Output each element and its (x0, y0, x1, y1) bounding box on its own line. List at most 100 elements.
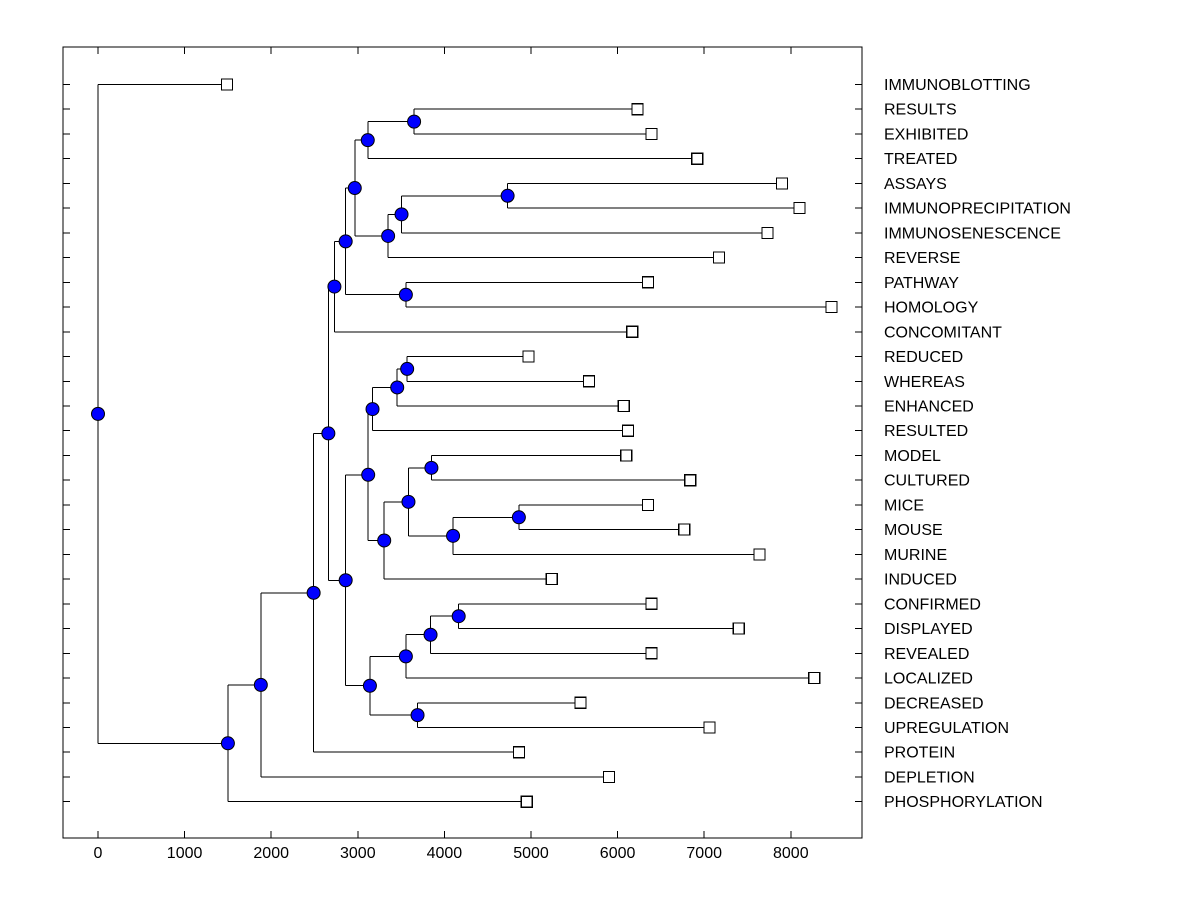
leaf-label: CULTURED (884, 473, 970, 490)
internal-node-marker[interactable] (394, 207, 409, 222)
leaf-label: CONCOMITANT (884, 324, 1002, 341)
internal-node-marker[interactable] (451, 609, 466, 624)
leaf-label: PROTEIN (884, 745, 955, 762)
internal-node-marker[interactable] (407, 114, 422, 129)
leaf-marker[interactable] (602, 770, 616, 784)
leaf-marker[interactable] (574, 696, 587, 709)
leaf-label: UPREGULATION (884, 720, 1009, 737)
leaf-marker[interactable] (703, 721, 716, 734)
x-axis-tick-label: 1000 (167, 845, 203, 862)
leaf-marker[interactable] (545, 572, 558, 586)
leaf-marker[interactable] (621, 424, 635, 437)
leaf-label: MURINE (884, 547, 947, 564)
internal-node-marker[interactable] (381, 228, 396, 243)
leaf-marker[interactable] (645, 647, 658, 660)
leaf-label: REVERSE (884, 250, 960, 267)
internal-node-marker[interactable] (338, 573, 353, 588)
leaf-label: ENHANCED (884, 398, 974, 415)
leaf-label: REDUCED (884, 349, 963, 366)
leaf-marker[interactable] (808, 671, 821, 685)
x-axis-tick-label: 6000 (600, 845, 636, 862)
leaf-label: REVEALED (884, 646, 969, 663)
internal-node-marker[interactable] (365, 402, 380, 417)
internal-node-marker[interactable] (220, 736, 235, 751)
leaf-label: MODEL (884, 448, 941, 465)
internal-node-marker[interactable] (377, 533, 392, 548)
leaf-label: PATHWAY (884, 275, 959, 292)
leaf-label: EXHIBITED (884, 126, 968, 143)
leaf-label: PHOSPHORYLATION (884, 794, 1043, 811)
leaf-marker[interactable] (645, 597, 658, 610)
leaf-label: DECREASED (884, 695, 984, 712)
internal-node-marker[interactable] (306, 585, 321, 600)
internal-node-marker[interactable] (253, 677, 268, 692)
leaf-marker[interactable] (732, 622, 745, 635)
internal-node-marker[interactable] (423, 627, 438, 642)
leaf-marker[interactable] (582, 375, 596, 388)
x-axis-tick-label: 2000 (253, 845, 289, 862)
leaf-marker[interactable] (641, 276, 655, 289)
leaf-label: DEPLETION (884, 769, 975, 786)
leaf-marker[interactable] (825, 300, 838, 314)
leaf-label: CONFIRMED (884, 596, 981, 613)
internal-node-marker[interactable] (424, 460, 439, 475)
leaf-label: INDUCED (884, 572, 957, 589)
internal-node-marker[interactable] (446, 528, 461, 543)
leaf-marker[interactable] (641, 498, 655, 512)
leaf-marker[interactable] (753, 548, 766, 561)
internal-node-marker[interactable] (398, 287, 413, 302)
internal-node-marker[interactable] (511, 510, 526, 525)
leaf-label: IMMUNOSENESCENCE (884, 225, 1061, 242)
leaf-marker[interactable] (631, 103, 644, 116)
leaf-label: RESULTS (884, 102, 957, 119)
leaf-label: TREATED (884, 151, 957, 168)
plot-frame (62, 46, 863, 839)
internal-node-marker[interactable] (347, 181, 362, 196)
x-axis-tick-label: 7000 (686, 845, 722, 862)
x-axis-tick-label: 3000 (340, 845, 376, 862)
internal-node-marker[interactable] (398, 649, 413, 664)
leaf-marker[interactable] (691, 152, 704, 165)
x-axis-tick-label: 8000 (773, 845, 809, 862)
leaf-marker[interactable] (678, 523, 691, 536)
leaf-label: WHEREAS (884, 374, 965, 391)
leaf-marker[interactable] (520, 795, 533, 808)
leaf-marker[interactable] (522, 350, 535, 363)
internal-node-marker[interactable] (321, 426, 336, 441)
internal-node-marker[interactable] (500, 188, 515, 203)
leaf-label: DISPLAYED (884, 621, 973, 638)
internal-node-marker[interactable] (338, 234, 353, 249)
leaf-label: HOMOLOGY (884, 300, 979, 317)
internal-node-marker[interactable] (327, 279, 342, 294)
leaf-label: MICE (884, 497, 924, 514)
leaf-label: ASSAYS (884, 176, 947, 193)
internal-node-marker[interactable] (400, 361, 415, 376)
x-axis-tick-label: 0 (94, 845, 103, 862)
leaf-label: MOUSE (884, 522, 943, 539)
leaf-marker[interactable] (793, 202, 806, 215)
internal-node-marker[interactable] (390, 380, 405, 395)
leaf-marker[interactable] (220, 78, 234, 91)
internal-node-marker[interactable] (401, 494, 416, 509)
x-axis-tick-label: 5000 (513, 845, 549, 862)
leaf-marker[interactable] (761, 226, 774, 239)
internal-node-marker[interactable] (410, 708, 425, 723)
leaf-marker[interactable] (684, 474, 697, 487)
leaf-marker[interactable] (712, 251, 726, 264)
leaf-label: RESULTED (884, 423, 968, 440)
internal-node-marker[interactable] (361, 467, 376, 482)
leaf-marker[interactable] (617, 399, 630, 413)
internal-node-marker[interactable] (360, 133, 375, 148)
leaf-label: IMMUNOPRECIPITATION (884, 201, 1071, 218)
leaf-marker[interactable] (645, 127, 658, 141)
leaf-marker[interactable] (776, 177, 789, 190)
leaf-marker[interactable] (626, 325, 639, 338)
internal-node-marker[interactable] (362, 678, 377, 693)
root-node-marker[interactable] (91, 406, 105, 421)
x-axis-tick-label: 4000 (427, 845, 463, 862)
leaf-marker[interactable] (512, 746, 525, 759)
leaf-marker[interactable] (620, 449, 633, 462)
